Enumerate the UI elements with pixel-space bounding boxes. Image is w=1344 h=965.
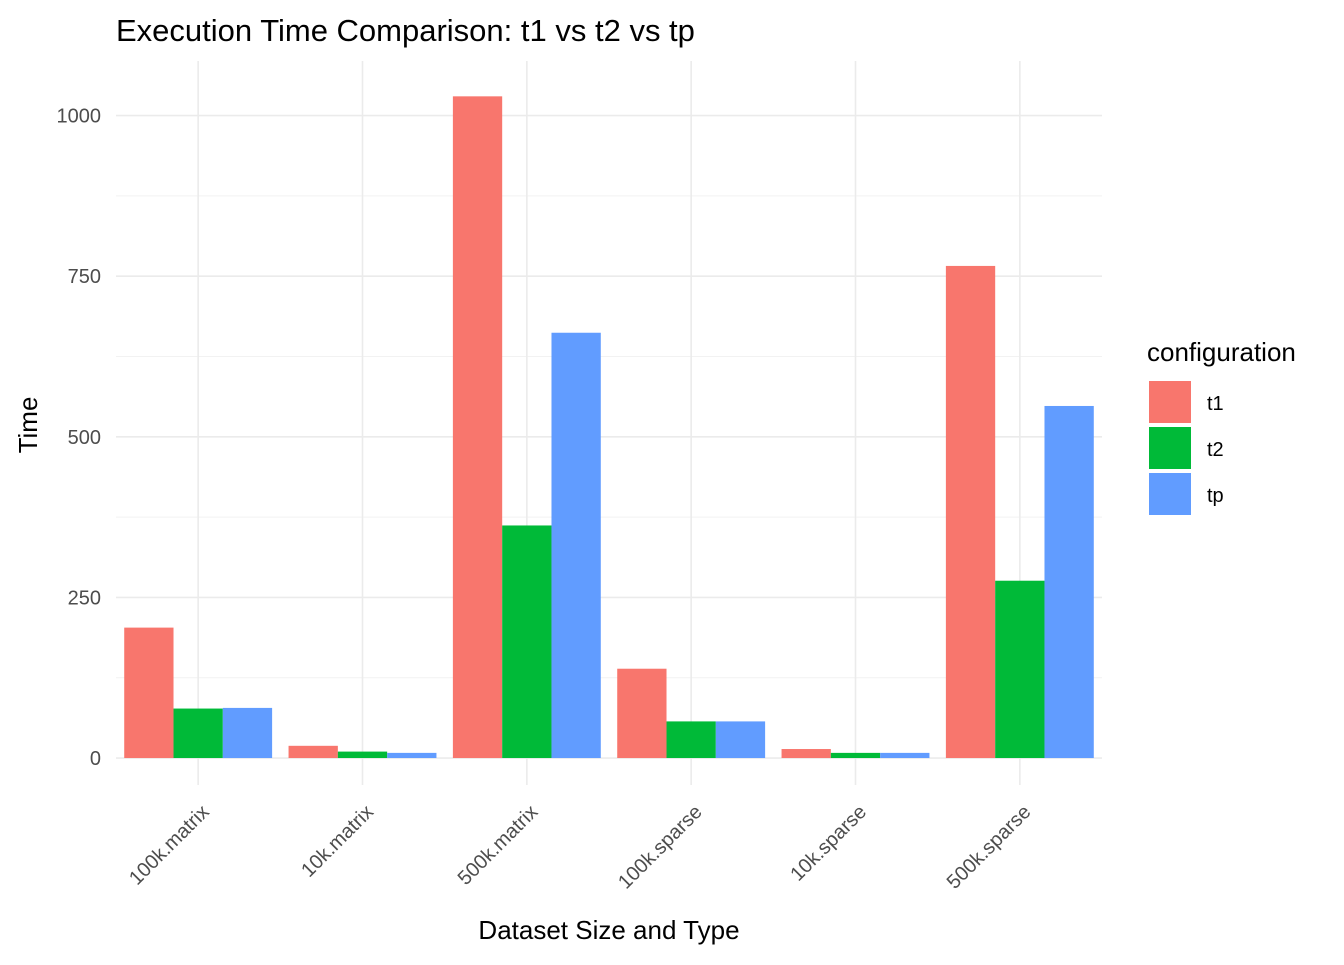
legend-key-t1 <box>1149 381 1191 423</box>
bar-t2-500k-matrix <box>502 525 552 759</box>
x-axis-ticks: 100k.matrix 10k.matrix 500k.matrix 100k.spa… <box>125 801 1035 894</box>
x-tick-label: 500k.matrix <box>454 801 543 890</box>
bar-t2-500k-sparse <box>995 580 1045 759</box>
bar-tp-100k-sparse <box>715 721 766 759</box>
bar-t1-100k-sparse <box>617 668 667 759</box>
y-tick-label: 1000 <box>57 106 102 128</box>
y-axis-ticks: 0 250 500 750 1000 <box>57 106 102 770</box>
bar-t1-500k-sparse <box>945 265 996 759</box>
legend-key-t2 <box>1149 427 1191 469</box>
bar-tp-500k-sparse <box>1044 405 1094 759</box>
legend-label-t1: t1 <box>1207 393 1224 415</box>
bar-t1-10k-sparse <box>781 749 831 759</box>
legend-key-tp <box>1149 473 1191 515</box>
bar-t1-10k-matrix <box>288 745 338 759</box>
legend-label-tp: tp <box>1207 485 1224 507</box>
y-axis-title: Time <box>13 397 43 454</box>
x-tick-label: 10k.matrix <box>297 801 378 882</box>
x-tick-label: 100k.sparse <box>614 801 707 894</box>
chart-title: Execution Time Comparison: t1 vs t2 vs t… <box>116 13 695 48</box>
y-tick-label: 0 <box>90 748 101 770</box>
x-tick-label: 100k.matrix <box>125 801 214 890</box>
bar-t2-10k-sparse <box>830 752 881 759</box>
bar-tp-10k-matrix <box>387 752 437 759</box>
x-tick-label: 500k.sparse <box>943 801 1036 894</box>
grid-lines <box>116 61 1102 785</box>
bar-t2-10k-matrix <box>337 751 388 759</box>
bar-t1-500k-matrix <box>452 96 503 759</box>
bar-tp-500k-matrix <box>551 332 601 759</box>
legend-title: configuration <box>1147 337 1296 367</box>
bars <box>124 96 1094 759</box>
legend: configuration t1 t2 tp <box>1147 337 1296 515</box>
legend-items: t1 t2 tp <box>1149 381 1224 515</box>
bar-tp-100k-matrix <box>222 707 273 759</box>
y-tick-label: 250 <box>68 587 101 609</box>
bar-tp-10k-sparse <box>880 752 930 759</box>
bar-t2-100k-matrix <box>173 708 223 759</box>
legend-label-t2: t2 <box>1207 439 1224 461</box>
bar-t1-100k-matrix <box>124 627 174 759</box>
y-tick-label: 500 <box>68 427 101 449</box>
x-axis-title: Dataset Size and Type <box>478 915 739 945</box>
x-tick-label: 10k.sparse <box>786 801 871 886</box>
bar-t2-100k-sparse <box>666 721 716 759</box>
y-tick-label: 750 <box>68 266 101 288</box>
